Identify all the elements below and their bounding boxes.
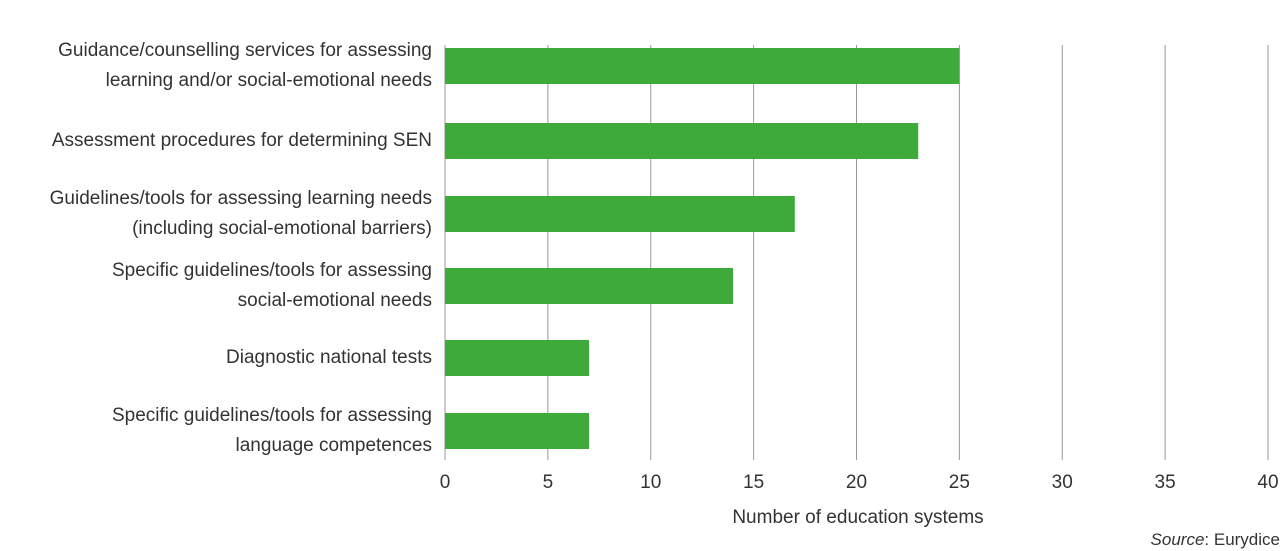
bar — [445, 268, 734, 304]
x-tick-label: 25 — [949, 472, 970, 493]
x-tick-label: 30 — [1052, 472, 1073, 493]
y-tick-label: Guidelines/tools for assessing learning … — [50, 188, 432, 209]
x-tick-label: 40 — [1257, 472, 1278, 493]
y-tick-label: Assessment procedures for determining SE… — [52, 130, 432, 151]
source-note: Source: Eurydice — [1151, 530, 1280, 549]
y-tick-label: language competences — [236, 435, 432, 456]
source-text: : Eurydice — [1204, 530, 1280, 549]
bar — [445, 413, 590, 449]
y-tick-label: (including social-emotional barriers) — [132, 218, 432, 239]
bar — [445, 123, 919, 159]
y-tick-label: Diagnostic national tests — [226, 347, 432, 368]
y-tick-label: learning and/or social-emotional needs — [106, 70, 432, 91]
x-tick-label: 35 — [1155, 472, 1176, 493]
bar — [445, 340, 590, 376]
x-tick-label: 10 — [640, 472, 661, 493]
source-label: Source — [1151, 530, 1205, 549]
y-tick-label: social-emotional needs — [238, 290, 432, 311]
x-tick-label: 15 — [743, 472, 764, 493]
bar — [445, 196, 795, 232]
bar — [445, 48, 960, 84]
y-tick-label: Specific guidelines/tools for assessing — [112, 260, 432, 281]
y-tick-label: Guidance/counselling services for assess… — [58, 40, 432, 61]
x-tick-label: 0 — [440, 472, 451, 493]
x-tick-label: 20 — [846, 472, 867, 493]
x-tick-label: 5 — [543, 472, 554, 493]
x-axis-title: Number of education systems — [732, 507, 983, 528]
y-tick-label: Specific guidelines/tools for assessing — [112, 405, 432, 426]
